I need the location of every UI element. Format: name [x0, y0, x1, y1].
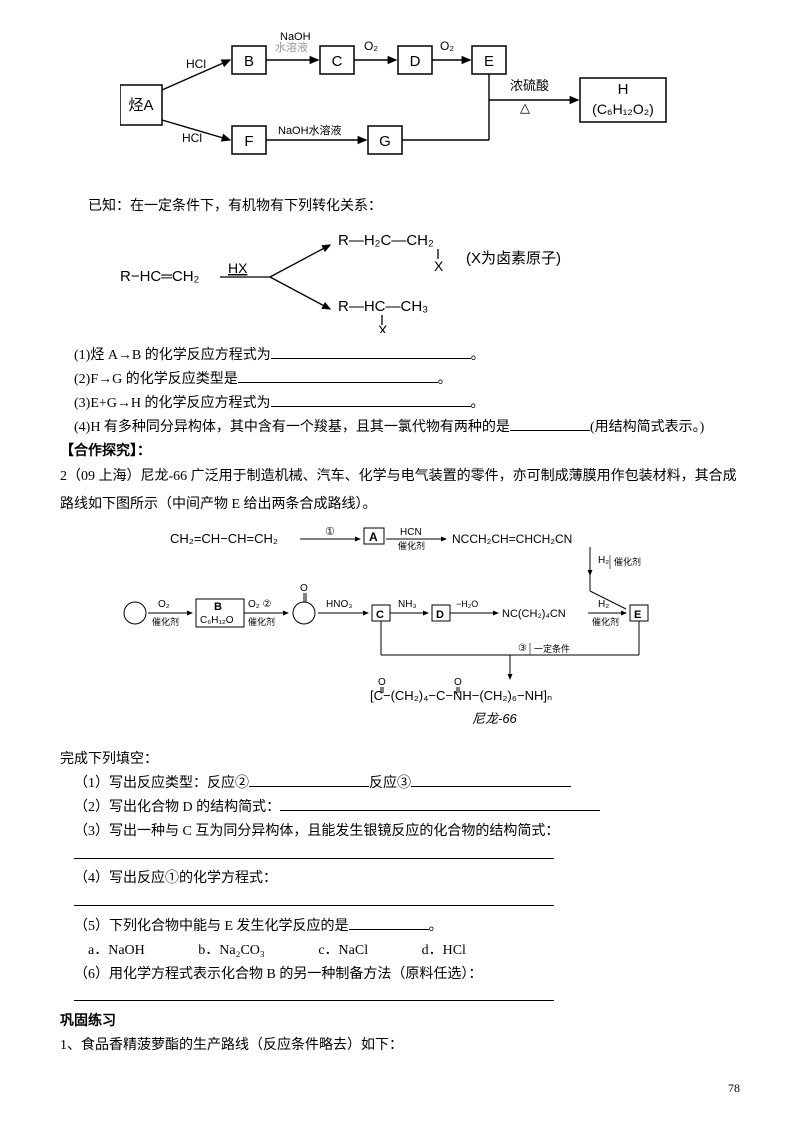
p6-blank	[74, 986, 554, 1001]
options-row: a．NaOH b．Na₂CO₃ c．NaCl d．HCl	[88, 939, 740, 963]
svg-text:O: O	[300, 583, 308, 594]
opt-c: c．NaCl	[318, 939, 368, 963]
svg-text:O₂: O₂	[364, 39, 378, 53]
svg-text:O: O	[378, 677, 386, 688]
svg-text:HX: HX	[228, 260, 248, 276]
p6: （6）用化学方程式表示化合物 B 的另一种制备方法（原料任选）：	[74, 963, 740, 987]
svg-text:F: F	[244, 133, 253, 150]
p1: （1）写出反应类型：反应②反应③	[74, 772, 740, 796]
svg-text:E: E	[634, 609, 641, 621]
svg-text:H₂: H₂	[598, 599, 609, 610]
svg-text:B: B	[244, 53, 254, 70]
diagram1-svg: 烃A HCl B NaOH 水溶液 C O₂ D O₂ E HCl F NaOH…	[120, 30, 680, 180]
q3: (3)E+G→H 的化学反应方程式为。	[74, 392, 740, 416]
svg-text:一定条件: 一定条件	[534, 643, 570, 654]
consol-q1: 1、食品香精菠萝酯的生产路线（反应条件略去）如下：	[60, 1034, 740, 1058]
svg-text:H: H	[618, 81, 629, 98]
svg-text:HCN: HCN	[400, 527, 422, 538]
svg-text:C₆H₁₂O: C₆H₁₂O	[200, 615, 234, 626]
consolidate-head: 巩固练习	[60, 1010, 740, 1034]
svg-text:催化剂: 催化剂	[592, 616, 619, 627]
svg-text:G: G	[379, 133, 391, 150]
p4-blank	[74, 891, 554, 906]
svg-text:−H₂O: −H₂O	[456, 599, 478, 609]
opt-a: a．NaOH	[88, 939, 145, 963]
svg-text:C: C	[332, 53, 343, 70]
p2: （2）写出化合物 D 的结构简式：	[74, 796, 740, 820]
svg-text:H₂: H₂	[598, 555, 609, 566]
svg-text:①: ①	[325, 526, 335, 538]
svg-text:水溶液: 水溶液	[275, 40, 308, 54]
svg-text:△: △	[520, 100, 530, 115]
svg-text:O₂: O₂	[440, 39, 454, 53]
svg-text:催化剂: 催化剂	[248, 616, 275, 627]
q4: (4)H 有多种同分异构体，其中含有一个羧基，且其一氯代物有两种的是(用结构简式…	[74, 416, 740, 440]
svg-text:CH₂=CH−CH=CH₂: CH₂=CH−CH=CH₂	[170, 531, 278, 546]
svg-text:O₂: O₂	[158, 599, 170, 610]
svg-text:D: D	[410, 53, 421, 70]
nylon-scheme: CH₂=CH−CH=CH₂ ① A HCN 催化剂 NCCH₂CH=CHCH₂C…	[120, 525, 740, 742]
svg-text:R—H₂C—CH₂: R—H₂C—CH₂	[338, 232, 434, 249]
svg-text:NH₃: NH₃	[398, 599, 417, 610]
problem2-intro: 2（09 上海）尼龙-66 广泛用于制造机械、汽车、化学与电气装置的零件，亦可制…	[60, 463, 740, 519]
svg-text:(C₆H₁₂O₂): (C₆H₁₂O₂)	[592, 101, 654, 117]
svg-text:催化剂: 催化剂	[152, 616, 179, 627]
p3-blank	[74, 844, 554, 859]
svg-text:R—HC—CH₃: R—HC—CH₃	[338, 298, 428, 315]
svg-text:A: A	[369, 530, 378, 544]
svg-text:NC(CH₂)₄CN: NC(CH₂)₄CN	[502, 608, 566, 620]
svg-text:③: ③	[518, 643, 527, 654]
svg-text:C: C	[376, 609, 384, 621]
p4: （4）写出反应①的化学方程式：	[74, 867, 740, 891]
svg-text:尼龙-66: 尼龙-66	[472, 711, 518, 726]
svg-text:R−HC═CH₂: R−HC═CH₂	[120, 268, 200, 285]
svg-text:烃A: 烃A	[128, 97, 153, 114]
svg-text:催化剂: 催化剂	[614, 556, 641, 567]
svg-text:HNO₃: HNO₃	[326, 599, 352, 610]
svg-text:NaOH水溶液: NaOH水溶液	[278, 123, 342, 137]
svg-text:X: X	[434, 258, 444, 274]
q1: (1)烃 A→B 的化学反应方程式为。	[74, 344, 740, 368]
p5: （5）下列化合物中能与 E 发生化学反应的是。	[74, 915, 740, 939]
svg-text:(X为卤素原子): (X为卤素原子)	[466, 250, 561, 267]
page-number: 78	[60, 1078, 740, 1098]
svg-text:NCCH₂CH=CHCH₂CN: NCCH₂CH=CHCH₂CN	[452, 532, 572, 546]
reaction-diagram-1: 烃A HCl B NaOH 水溶液 C O₂ D O₂ E HCl F NaOH…	[120, 30, 740, 189]
reaction-diagram-2: R−HC═CH₂ HX R—H₂C—CH₂ X (X为卤素原子) R—HC—CH…	[120, 223, 740, 341]
svg-text:[C−(CH₂)₄−C−NH−(CH₂)₆−NH]ₙ: [C−(CH₂)₄−C−NH−(CH₂)₆−NH]ₙ	[370, 688, 552, 703]
opt-b: b．Na₂CO₃	[198, 939, 265, 963]
svg-text:D: D	[436, 609, 444, 621]
opt-d: d．HCl	[422, 939, 466, 963]
q2: (2)F→G 的化学反应类型是。	[74, 368, 740, 392]
svg-text:X: X	[378, 322, 388, 333]
svg-text:E: E	[484, 53, 494, 70]
known-intro: 已知：在一定条件下，有机物有下列转化关系：	[60, 195, 740, 219]
p3: （3）写出一种与 C 互为同分异构体，且能发生银镜反应的化合物的结构简式：	[74, 820, 740, 844]
fill-intro: 完成下列填空：	[60, 748, 740, 772]
svg-text:O₂ ②: O₂ ②	[248, 599, 271, 610]
collab-head: 【合作探究】：	[60, 440, 740, 464]
svg-text:浓硫酸: 浓硫酸	[510, 78, 549, 93]
svg-text:HCl: HCl	[182, 131, 202, 145]
svg-text:B: B	[214, 601, 222, 613]
svg-text:HCl: HCl	[186, 57, 206, 71]
svg-text:催化剂: 催化剂	[398, 540, 425, 551]
svg-text:O: O	[454, 677, 462, 688]
